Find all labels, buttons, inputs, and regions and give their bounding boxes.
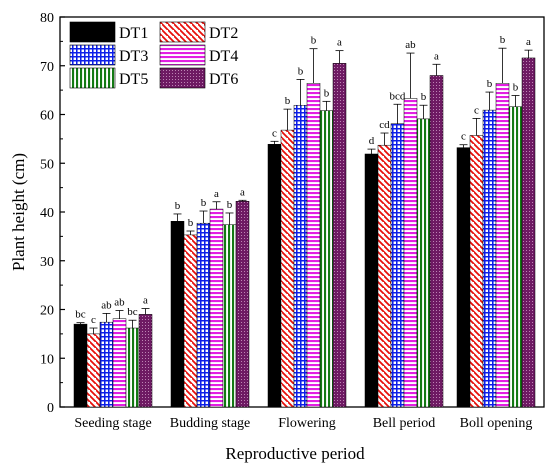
bar-series — [73, 57, 536, 408]
significance-letter: b — [298, 65, 304, 77]
significance-letter: ab — [114, 296, 125, 308]
legend-swatch-dt3 — [69, 44, 116, 66]
y-tick-label: 10 — [40, 352, 54, 367]
bar-dt3-3 — [390, 123, 405, 408]
legend-label-dt5: DT5 — [119, 71, 148, 88]
bar-dt6-2 — [332, 63, 347, 408]
legend-label-dt1: DT1 — [119, 25, 148, 42]
significance-letter: b — [311, 35, 317, 47]
x-category-label: Budding stage — [170, 416, 251, 431]
significance-letter: a — [240, 186, 245, 198]
significance-letter: b — [513, 81, 519, 93]
bar-dt2-3 — [377, 144, 392, 408]
significance-letter: b — [201, 197, 207, 209]
bar-dt3-2 — [293, 104, 308, 408]
significance-letter: a — [214, 188, 219, 200]
x-category-label: Bell period — [373, 416, 436, 431]
x-category-label: Boll opening — [460, 416, 533, 431]
bar-dt2-0 — [86, 333, 101, 408]
bar-dt4-3 — [403, 98, 418, 408]
y-tick-label: 20 — [40, 304, 54, 319]
bar-dt4-0 — [112, 318, 127, 408]
significance-letter: bcd — [390, 90, 406, 102]
legend-swatch-dt1 — [69, 21, 116, 43]
legend-swatch-dt6 — [159, 67, 206, 89]
significance-letter: c — [461, 131, 466, 143]
x-axis: Seeding stage Budding stage Flowering Bell … — [74, 402, 532, 431]
bar-dt6-1 — [235, 201, 250, 408]
significance-letter: b — [175, 200, 181, 212]
y-axis-title: Plant height (cm) — [9, 153, 28, 271]
significance-letter: b — [487, 78, 493, 90]
significance-letter: c — [272, 127, 277, 139]
significance-letter: b — [188, 217, 194, 229]
bar-dt6-0 — [138, 314, 153, 408]
legend-label-dt6: DT6 — [209, 71, 238, 88]
bar-dt3-4 — [482, 109, 497, 408]
significance-letter: bc — [127, 306, 138, 318]
bar-dt2-1 — [183, 234, 198, 408]
significance-letter: cd — [379, 119, 390, 131]
bar-dt2-2 — [280, 129, 295, 408]
legend-label-dt2: DT2 — [209, 25, 238, 42]
bar-dt1-2 — [267, 143, 282, 408]
y-tick-label: 60 — [40, 109, 54, 124]
bar-dt6-3 — [429, 75, 444, 408]
bar-dt5-4 — [508, 106, 523, 408]
significance-letter: b — [285, 95, 291, 107]
bar-dt4-4 — [495, 83, 510, 408]
legend-swatch-dt5 — [69, 67, 116, 89]
bar-dt4-2 — [306, 83, 321, 408]
bar-dt6-4 — [521, 57, 536, 408]
bar-dt2-4 — [469, 135, 484, 408]
x-category-label: Flowering — [278, 416, 336, 431]
significance-letter: b — [324, 87, 330, 99]
y-tick-label: 0 — [47, 401, 54, 416]
significance-letter: a — [526, 36, 531, 48]
legend-label-dt3: DT3 — [119, 48, 148, 65]
significance-letter: b — [500, 34, 506, 46]
significance-letter: b — [421, 91, 427, 103]
bar-dt3-0 — [99, 321, 114, 408]
legend-swatch-dt4 — [159, 44, 206, 66]
legend-label-dt4: DT4 — [209, 48, 238, 65]
significance-letter: ab — [405, 39, 416, 51]
legend: DT1 DT2 DT3 DT4 DT5 DT6 — [69, 21, 238, 89]
y-tick-label: 70 — [40, 60, 54, 75]
bar-dt1-1 — [170, 221, 185, 408]
significance-letter: a — [337, 37, 342, 49]
significance-letter: c — [91, 314, 96, 326]
bar-dt5-0 — [125, 327, 140, 408]
bar-dt4-1 — [209, 208, 224, 408]
x-axis-title: Reproductive period — [225, 444, 365, 463]
bar-dt5-3 — [416, 118, 431, 408]
bar-dt5-2 — [319, 110, 334, 408]
significance-letter: b — [227, 199, 233, 211]
error-bars — [76, 47, 533, 334]
y-tick-label: 80 — [40, 11, 54, 26]
significance-letter: bc — [75, 309, 86, 321]
significance-letter: a — [143, 295, 148, 307]
bar-dt1-4 — [456, 147, 471, 408]
legend-swatch-dt2 — [159, 21, 206, 43]
significance-letter: c — [474, 104, 479, 116]
significance-letter: a — [434, 50, 439, 62]
x-category-label: Seeding stage — [74, 416, 151, 431]
bar-dt1-0 — [73, 323, 88, 408]
y-tick-label: 40 — [40, 206, 54, 221]
bar-dt5-1 — [222, 224, 237, 408]
bar-dt3-1 — [196, 222, 211, 408]
significance-letter: ab — [101, 299, 112, 311]
significance-letter: d — [369, 135, 375, 147]
bar-dt1-3 — [364, 153, 379, 408]
y-tick-label: 50 — [40, 157, 54, 172]
y-tick-label: 30 — [40, 255, 54, 270]
y-axis: 0 10 20 30 40 50 60 70 80 — [40, 11, 65, 416]
